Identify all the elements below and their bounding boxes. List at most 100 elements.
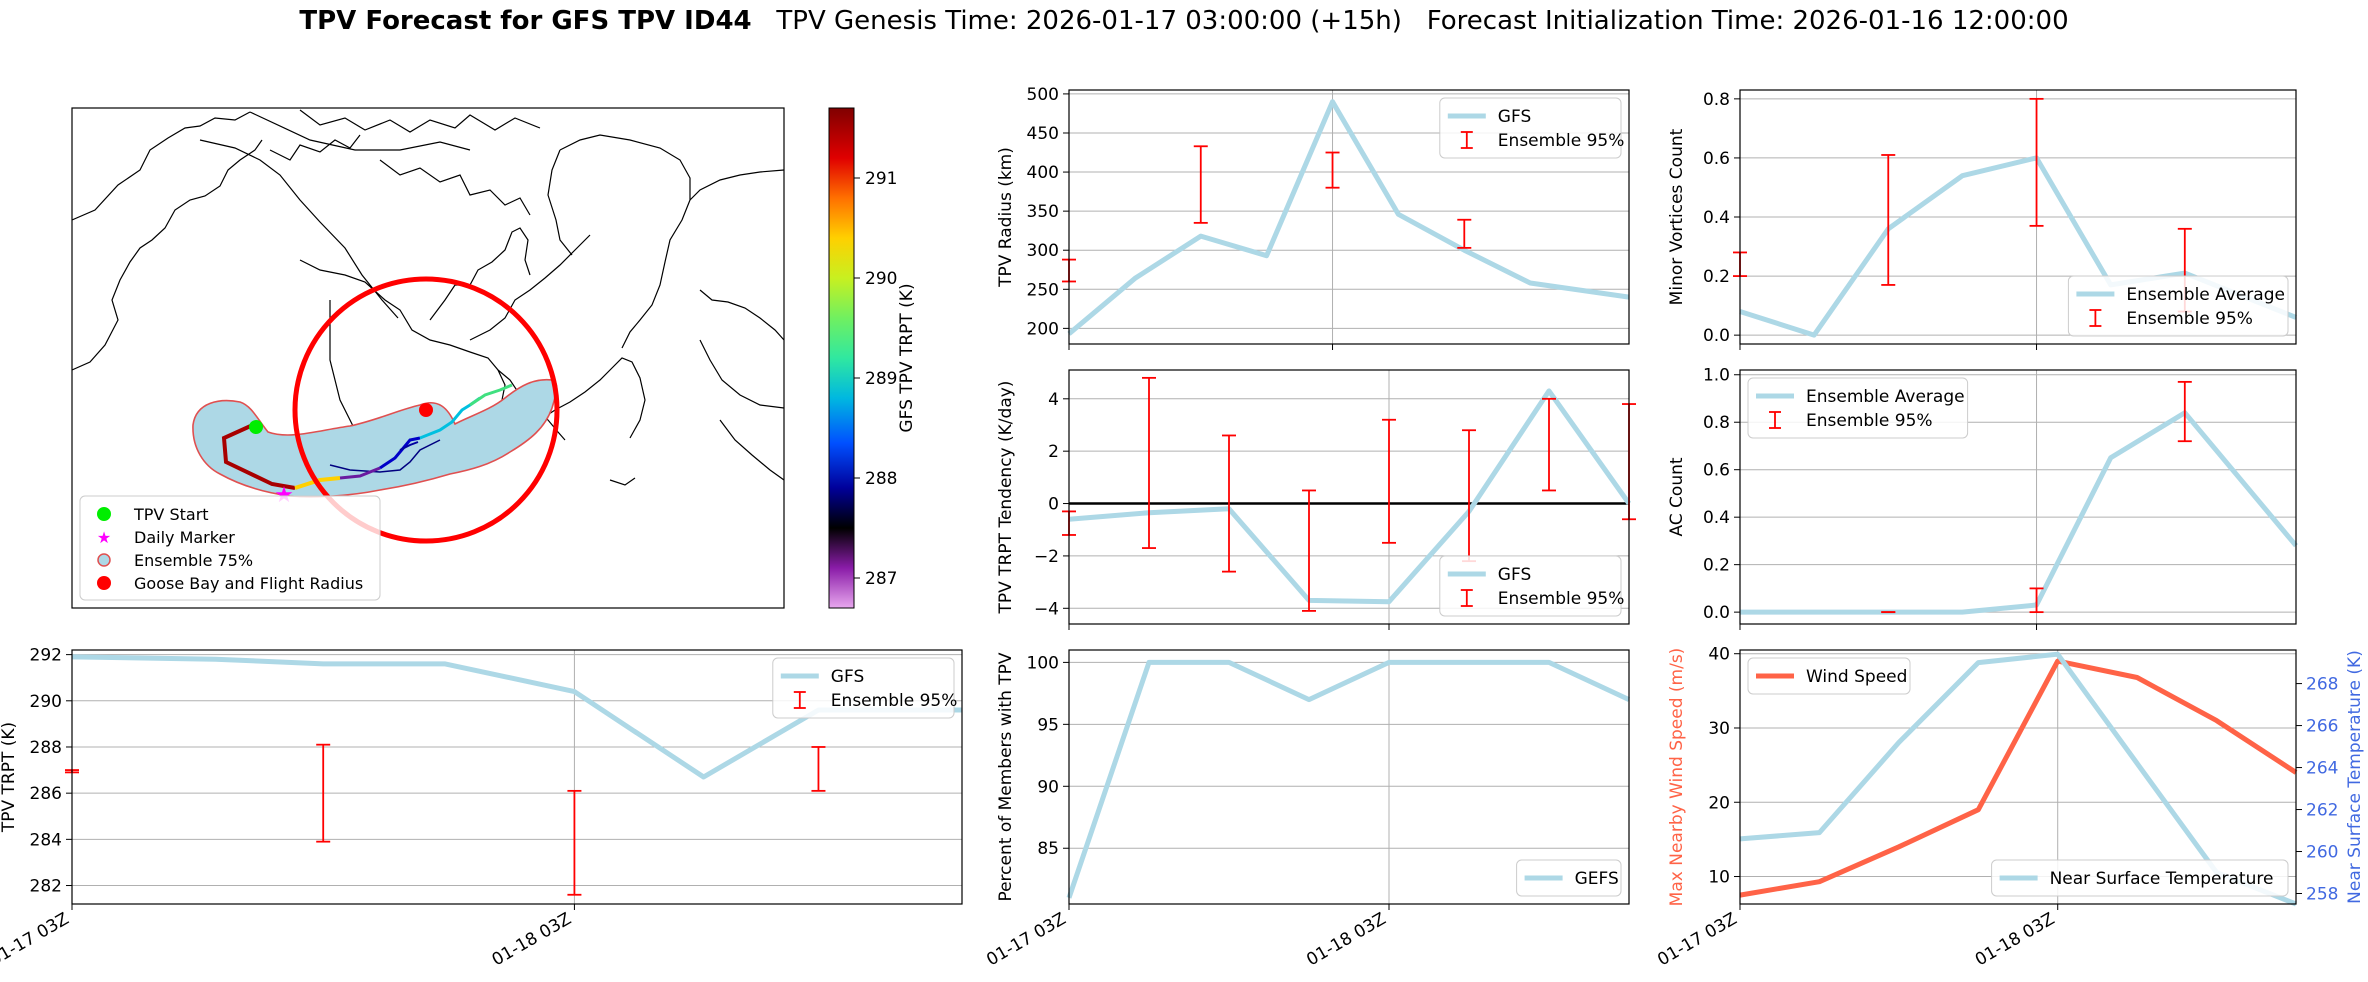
colorbar-label: GFS TPV TRPT (K) [897, 283, 917, 432]
tendency-legend-label-0: GFS [1498, 565, 1531, 585]
chart-wind_temp: 10 20 30 40 01-17 03Z 01-18 03Z Max Nearby Win… [1654, 645, 2365, 971]
wind_temp-ytick2-label-1: 260 [2306, 843, 2338, 863]
tpv-track-green-segment [469, 383, 513, 407]
tendency-errorbar-2 [1222, 434, 1236, 573]
colorbar-ticks: 287 288 289 290 291 [854, 169, 897, 589]
ac-ytick-label-3: 0.6 [1703, 461, 1730, 481]
map-legend: TPV Start ★ Daily Marker Ensemble 75% Go… [79, 495, 381, 601]
tendency-errorbar-4 [1382, 418, 1396, 544]
ac-ytick-label-5: 1.0 [1703, 366, 1730, 386]
tendency-errorbar-1 [1142, 376, 1156, 549]
wind_temp-xtick-label-0: 01-17 03Z [1654, 909, 1740, 970]
minor-ytick-label-2: 0.4 [1703, 208, 1730, 228]
radius-ytick-label-6: 500 [1027, 85, 1059, 105]
trpt-legend: GFS Ensemble 95% [772, 657, 957, 719]
ac-legend-label-1: Ensemble 95% [1806, 411, 1933, 431]
radius-ytick-label-3: 350 [1027, 202, 1059, 222]
percent-legend-label-0: GEFS [1575, 869, 1619, 889]
trpt-xtick-label-0: 01-17 03Z [0, 909, 73, 970]
figure-title-main: TPV Forecast for GFS TPV ID44 [299, 6, 752, 36]
wind_temp-ytick-label-1: 20 [1708, 793, 1730, 813]
coastline-europe [699, 339, 784, 409]
minor-legend-label-1: Ensemble 95% [2126, 309, 2253, 329]
wind_temp-frame [1739, 649, 2297, 905]
trpt-series-0 [71, 654, 962, 780]
figure-title-genesis: TPV Genesis Time: 2026-01-17 03:00:00 (+… [776, 6, 1402, 36]
wind_temp-ytick-label-2: 30 [1708, 719, 1730, 739]
legend-goose-bay-icon [97, 576, 111, 590]
goose-bay-marker [419, 403, 433, 417]
trpt-ytick-label-4: 290 [30, 692, 62, 712]
coastlines [72, 109, 784, 486]
wind_temp-series-1 [1739, 651, 2297, 907]
coastline-greenland-east [689, 169, 784, 201]
ac-ytick-label-0: 0.0 [1703, 603, 1730, 623]
coastline-islands-1 [269, 134, 361, 161]
map-content: ★ TPV Start ★ Daily Marker Ensemble 75% … [72, 109, 784, 601]
flight-radius-circle [292, 276, 560, 544]
wind_temp-ytick-label-0: 10 [1708, 868, 1730, 888]
legend-ensemble-label: Ensemble 75% [134, 551, 253, 570]
colorbar-gradient [828, 107, 855, 609]
percent-xtick-label-1: 01-18 03Z [1303, 909, 1389, 970]
radius-ytick-label-2: 300 [1027, 241, 1059, 261]
minor-ytick-label-0: 0.0 [1703, 326, 1730, 346]
tendency-legend: GFS Ensemble 95% [1439, 555, 1625, 617]
colorbar-tick-label-1: 288 [865, 469, 897, 489]
trpt-legend-label-0: GFS [831, 667, 864, 687]
legend-tpv-start-label: TPV Start [133, 505, 209, 524]
wind_temp-ytick2-label-3: 264 [2306, 759, 2338, 779]
ac-ytick-label-2: 0.4 [1703, 508, 1730, 528]
coastline-ellesmere [547, 149, 573, 256]
ac-ytick-label-1: 0.2 [1703, 556, 1730, 576]
minor-ytick-label-4: 0.8 [1703, 90, 1730, 110]
ac-legend-icon-1 [1769, 411, 1781, 429]
coastline-alaska [72, 111, 251, 221]
percent-ytick-label-3: 100 [1027, 653, 1059, 673]
chart-minor: 0.0 0.2 0.4 0.6 0.8 Minor Vortices Count Ensem… [1667, 89, 2297, 350]
wind_temp-legend-box-2 [1991, 859, 2289, 897]
tendency-ytick-label-2: 0 [1048, 495, 1059, 515]
tendency-errorbar-6 [1542, 397, 1556, 492]
wind_temp-ytick-label-3: 40 [1708, 645, 1730, 665]
tpv-track-purple-segment [339, 466, 381, 480]
wind_temp-ytick2-label-5: 268 [2306, 675, 2338, 695]
colorbar-tick-label-0: 287 [865, 569, 897, 589]
percent-ylabel: Percent of Members with TPV [996, 652, 1016, 901]
coastline-baffin [429, 227, 531, 321]
ac-ylabel: AC Count [1667, 457, 1687, 536]
radius-ytick-label-0: 200 [1027, 319, 1059, 339]
tendency-ytick-label-1: −2 [1034, 547, 1059, 567]
percent-xtick-label-0: 01-17 03Z [983, 909, 1069, 970]
coastline-arctic [249, 111, 471, 151]
trpt-errorbar-3 [811, 746, 826, 792]
trpt-legend-icon-1 [793, 691, 806, 709]
legend-daily-marker-label: Daily Marker [134, 528, 235, 547]
radius-legend: GFS Ensemble 95% [1439, 97, 1625, 159]
map-panel: ★ TPV Start ★ Daily Marker Ensemble 75% … [71, 107, 785, 609]
wind_temp-xtick-label-1: 01-18 03Z [1972, 909, 2058, 970]
radius-legend-label-1: Ensemble 95% [1498, 131, 1625, 151]
radius-ylabel: TPV Radius (km) [996, 147, 1016, 288]
coastline-baffin-2 [469, 234, 591, 341]
tendency-legend-label-1: Ensemble 95% [1498, 589, 1625, 609]
chart-percent: 85 90 95 100 01-17 03Z 01-18 03Z Percent of Me… [983, 649, 1631, 970]
coastline-greenland-west [559, 134, 691, 349]
minor-legend-icon-1 [2089, 309, 2102, 327]
ac-series-0 [1740, 410, 2298, 615]
ac-errorbar-1 [2029, 587, 2044, 614]
legend-ensemble-icon [97, 553, 111, 567]
tendency-series-0 [1068, 388, 1632, 605]
radius-legend-icon-1 [1460, 131, 1473, 149]
minor-legend-label-0: Ensemble Average [2126, 285, 2285, 305]
tpv-track-start-segment [221, 422, 296, 490]
tendency-ytick-label-3: 2 [1048, 442, 1059, 462]
radius-legend-label-0: GFS [1498, 107, 1531, 127]
wind_temp-ytick2-label-2: 262 [2306, 801, 2338, 821]
tpv-track-yellow-segment [294, 476, 341, 490]
tpv-track-branch [399, 441, 419, 451]
percent-ytick-label-0: 85 [1037, 839, 1059, 859]
radius-legend-box [1439, 97, 1622, 159]
trpt-ytick-label-2: 286 [30, 784, 62, 804]
